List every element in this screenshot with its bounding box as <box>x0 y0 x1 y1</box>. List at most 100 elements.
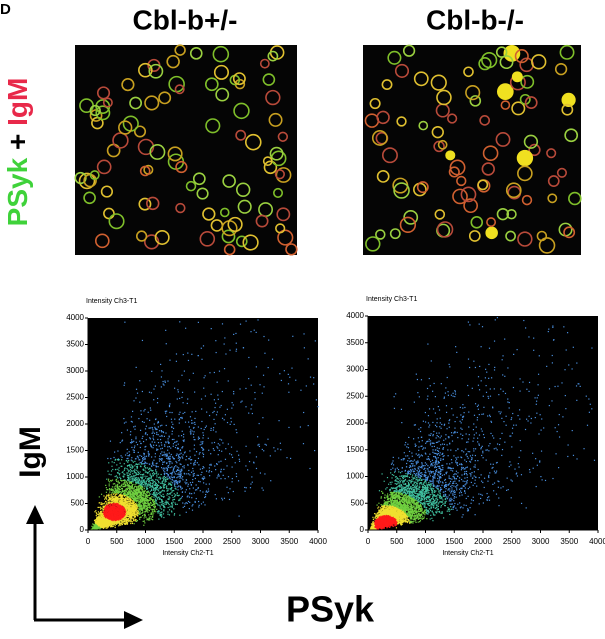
density-dot <box>165 479 167 482</box>
density-dot <box>132 509 134 511</box>
density-dot <box>110 495 112 497</box>
density-dot <box>157 485 159 487</box>
density-dot <box>184 503 186 505</box>
density-dot <box>155 495 157 497</box>
density-dot <box>137 497 140 499</box>
density-dot <box>221 390 223 393</box>
density-dot <box>159 486 162 488</box>
cell <box>192 172 206 186</box>
density-dot <box>173 513 176 515</box>
density-dot <box>288 391 290 393</box>
density-dot <box>119 497 121 499</box>
density-dot <box>171 502 173 504</box>
density-dot <box>127 497 129 499</box>
density-dot <box>146 505 148 507</box>
density-dot <box>149 419 151 421</box>
density-dot <box>115 487 117 490</box>
density-dot <box>116 476 118 478</box>
density-dot <box>142 511 144 513</box>
density-dot <box>191 411 193 413</box>
density-dot <box>114 517 116 519</box>
density-dot <box>134 477 137 479</box>
density-dot <box>119 501 122 503</box>
density-dot <box>115 478 118 480</box>
density-dot <box>226 408 228 410</box>
density-dot <box>190 459 192 461</box>
density-dot <box>120 508 122 510</box>
density-dot <box>176 448 179 450</box>
density-dot <box>171 474 173 476</box>
density-dot <box>106 478 108 480</box>
density-dot <box>152 429 154 431</box>
density-dot <box>122 495 124 497</box>
density-dot <box>125 500 127 503</box>
density-dot <box>198 464 200 466</box>
density-dot <box>142 493 145 495</box>
density-dot <box>161 435 163 437</box>
density-dot <box>141 480 143 482</box>
density-dot <box>109 517 111 519</box>
density-dot <box>110 503 112 505</box>
density-dot <box>167 458 169 460</box>
density-dot <box>133 400 135 402</box>
density-dot <box>174 502 176 504</box>
density-dot <box>203 387 205 389</box>
density-dot <box>215 431 217 433</box>
density-dot <box>169 482 171 485</box>
density-dot <box>130 514 132 517</box>
density-dot <box>135 520 138 522</box>
density-dot <box>118 495 120 497</box>
density-dot <box>151 370 153 372</box>
density-dot <box>145 511 147 513</box>
density-dot <box>148 510 151 512</box>
density-dot <box>157 490 160 492</box>
density-dot <box>178 485 180 487</box>
density-dot <box>113 504 116 506</box>
density-dot <box>264 473 266 475</box>
density-dot <box>181 477 183 479</box>
density-dot <box>109 509 112 511</box>
density-dot <box>123 504 125 506</box>
density-dot <box>107 516 109 518</box>
density-dot <box>126 482 128 484</box>
density-dot <box>151 441 153 443</box>
cell <box>275 167 292 183</box>
density-dot <box>135 463 137 465</box>
label-part: PSyk <box>2 157 33 226</box>
density-dot <box>157 434 159 436</box>
density-dot <box>162 489 164 491</box>
density-dot <box>137 504 139 506</box>
density-dot <box>165 455 168 457</box>
density-dot <box>140 504 142 506</box>
density-dot <box>137 512 139 515</box>
density-dot <box>114 475 116 478</box>
cell <box>478 57 492 71</box>
density-dot <box>136 511 138 513</box>
density-dot <box>173 387 176 389</box>
density-dot <box>198 453 200 455</box>
density-dot <box>154 503 156 505</box>
density-dot <box>136 464 139 466</box>
density-dot <box>164 453 166 455</box>
density-dot <box>205 425 207 427</box>
density-dot <box>142 504 145 506</box>
density-dot <box>231 402 233 404</box>
density-dot <box>117 521 119 523</box>
density-dot <box>161 459 163 461</box>
density-dot <box>180 470 182 473</box>
density-dot <box>171 433 173 435</box>
density-dot <box>157 511 159 513</box>
density-dot <box>128 454 131 456</box>
density-dot <box>175 488 177 490</box>
density-dot <box>158 458 161 460</box>
density-dot <box>174 503 177 506</box>
density-dot <box>147 452 149 454</box>
density-dot <box>151 485 153 487</box>
density-dot <box>133 492 135 494</box>
density-dot <box>210 464 212 466</box>
density-dot <box>108 462 110 464</box>
density-dot <box>135 519 137 521</box>
density-dot <box>119 500 122 502</box>
density-dot <box>115 511 118 513</box>
density-dot <box>175 460 177 463</box>
